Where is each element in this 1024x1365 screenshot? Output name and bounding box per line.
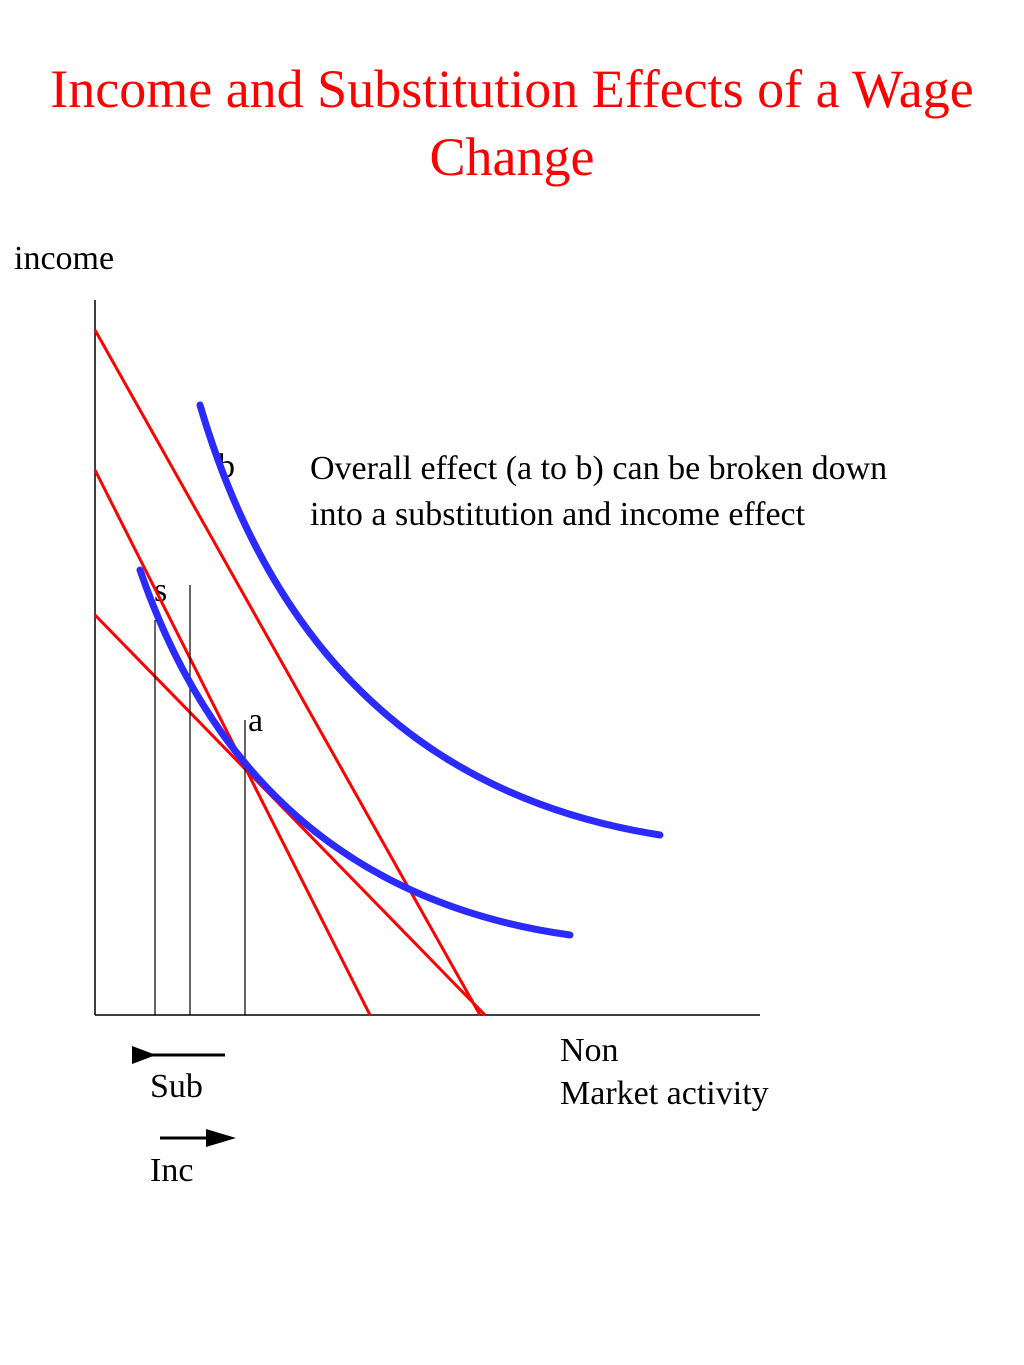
chart-svg [0,0,1024,1365]
